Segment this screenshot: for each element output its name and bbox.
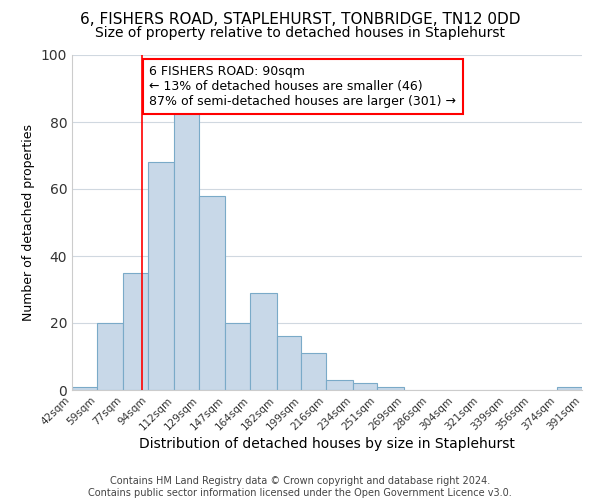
Bar bbox=[199, 196, 226, 390]
Bar bbox=[250, 293, 277, 390]
Text: 6, FISHERS ROAD, STAPLEHURST, TONBRIDGE, TN12 0DD: 6, FISHERS ROAD, STAPLEHURST, TONBRIDGE,… bbox=[80, 12, 520, 28]
Bar bbox=[174, 108, 199, 390]
Bar bbox=[353, 384, 377, 390]
Bar bbox=[326, 380, 353, 390]
Text: Contains HM Land Registry data © Crown copyright and database right 2024.
Contai: Contains HM Land Registry data © Crown c… bbox=[88, 476, 512, 498]
X-axis label: Distribution of detached houses by size in Staplehurst: Distribution of detached houses by size … bbox=[139, 438, 515, 452]
Bar bbox=[557, 386, 582, 390]
Bar bbox=[301, 353, 326, 390]
Bar bbox=[277, 336, 301, 390]
Bar bbox=[226, 323, 250, 390]
Bar bbox=[148, 162, 174, 390]
Bar bbox=[72, 386, 97, 390]
Bar bbox=[97, 323, 123, 390]
Y-axis label: Number of detached properties: Number of detached properties bbox=[22, 124, 35, 321]
Bar bbox=[377, 386, 404, 390]
Bar bbox=[123, 273, 148, 390]
Text: Size of property relative to detached houses in Staplehurst: Size of property relative to detached ho… bbox=[95, 26, 505, 40]
Text: 6 FISHERS ROAD: 90sqm
← 13% of detached houses are smaller (46)
87% of semi-deta: 6 FISHERS ROAD: 90sqm ← 13% of detached … bbox=[149, 65, 457, 108]
